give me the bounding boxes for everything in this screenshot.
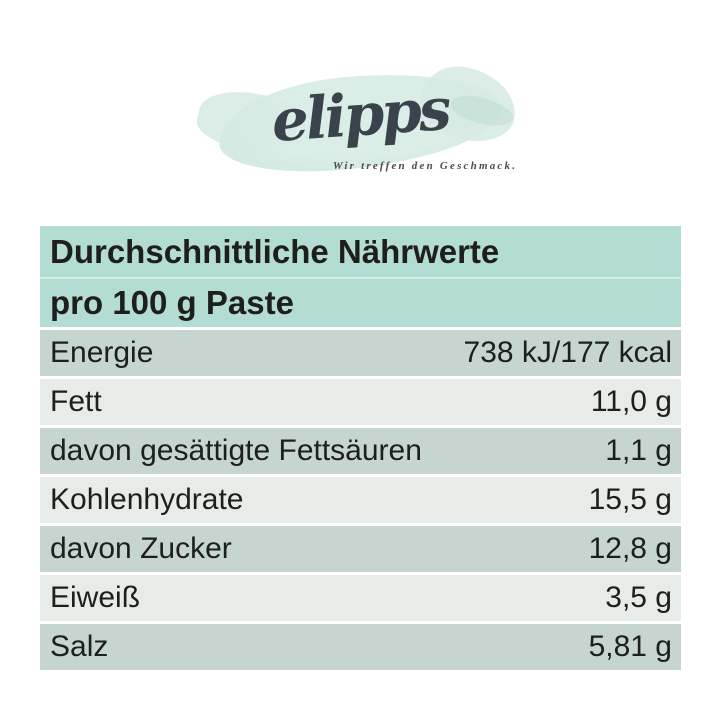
table-row-energie: Energie 738 kJ/177 kcal [40, 330, 681, 376]
table-body: Energie 738 kJ/177 kcal Fett 11,0 g davo… [40, 330, 681, 670]
brand-logo: elipps Wir treffen den Geschmack. [192, 58, 522, 188]
table-row-salz: Salz 5,81 g [40, 624, 681, 670]
table-row-kohlenhydrate: Kohlenhydrate 15,5 g [40, 477, 681, 523]
row-label: Energie [50, 336, 154, 369]
row-value: 3,5 g [605, 581, 672, 614]
row-label: Eiweiß [50, 581, 141, 614]
row-label: Kohlenhydrate [50, 483, 244, 516]
table-header: Durchschnittliche Nährwerte pro 100 g Pa… [40, 226, 681, 327]
brand-wordmark: elipps [269, 74, 451, 156]
row-value: 1,1 g [605, 434, 672, 467]
row-value: 5,81 g [588, 630, 672, 663]
table-row-zucker: davon Zucker 12,8 g [40, 526, 681, 572]
row-value: 11,0 g [590, 385, 672, 418]
nutrition-table: Durchschnittliche Nährwerte pro 100 g Pa… [40, 226, 681, 673]
row-value: 15,5 g [588, 483, 672, 516]
table-row-eiweiss: Eiweiß 3,5 g [40, 575, 681, 621]
table-row-fett: Fett 11,0 g [40, 379, 681, 425]
row-value: 12,8 g [588, 532, 672, 565]
table-row-gesaettigte-fettsaeuren: davon gesättigte Fettsäuren 1,1 g [40, 428, 681, 474]
table-title-line1: Durchschnittliche Nährwerte [40, 226, 681, 279]
row-value: 738 kJ/177 kcal [463, 336, 672, 369]
row-label: davon Zucker [50, 532, 232, 565]
row-label: davon gesättigte Fettsäuren [50, 434, 422, 467]
table-title-line2: pro 100 g Paste [50, 284, 294, 321]
row-label: Fett [50, 385, 102, 418]
brand-tagline: Wir treffen den Geschmack. [332, 160, 518, 172]
row-label: Salz [50, 630, 109, 663]
